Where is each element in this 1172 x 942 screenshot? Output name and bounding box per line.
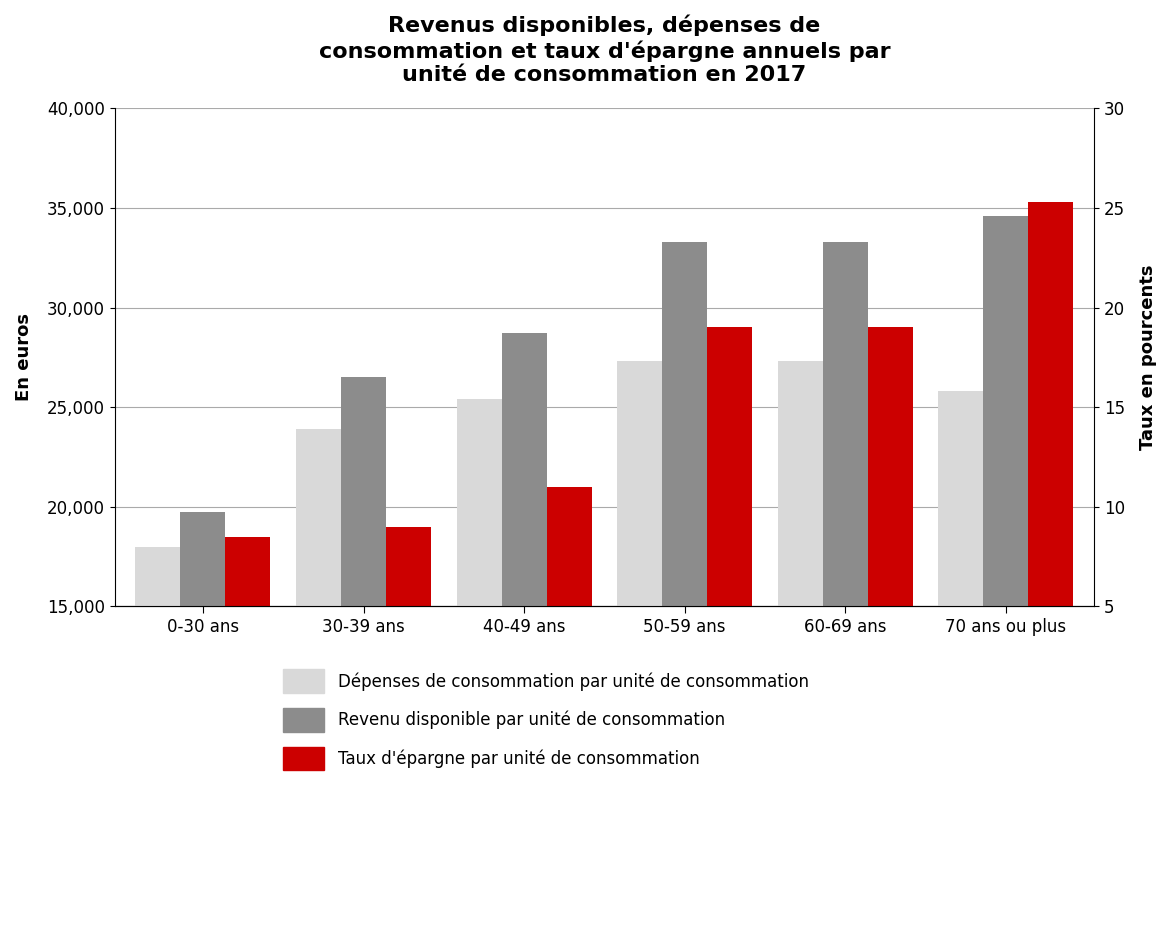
Bar bbox=[707, 328, 752, 905]
Bar bbox=[180, 512, 225, 905]
Bar bbox=[341, 378, 386, 905]
Bar bbox=[297, 429, 341, 905]
Y-axis label: En euros: En euros bbox=[15, 314, 33, 401]
Y-axis label: Taux en pourcents: Taux en pourcents bbox=[1139, 265, 1157, 450]
Bar bbox=[983, 216, 1028, 905]
Bar bbox=[662, 242, 707, 905]
Legend: Dépenses de consommation par unité de consommation, Revenu disponible par unité : Dépenses de consommation par unité de co… bbox=[282, 670, 809, 771]
Bar bbox=[546, 487, 592, 905]
Bar bbox=[823, 242, 867, 905]
Bar bbox=[618, 362, 662, 905]
Bar bbox=[867, 328, 913, 905]
Title: Revenus disponibles, dépenses de
consommation et taux d'épargne annuels par
unit: Revenus disponibles, dépenses de consomm… bbox=[319, 15, 891, 85]
Bar bbox=[457, 399, 502, 905]
Bar bbox=[386, 527, 431, 905]
Bar bbox=[778, 362, 823, 905]
Bar bbox=[939, 391, 983, 905]
Bar bbox=[1028, 202, 1074, 905]
Bar bbox=[225, 537, 271, 905]
Bar bbox=[136, 546, 180, 905]
Bar bbox=[502, 333, 546, 905]
